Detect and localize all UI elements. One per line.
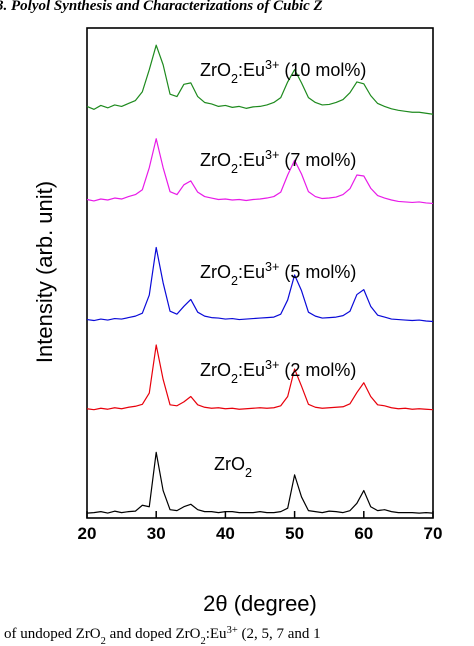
series-label: ZrO2:Eu3+ (5 mol%)	[200, 260, 356, 288]
text-part: :Eu	[238, 360, 265, 380]
text-part: (5 mol%)	[279, 262, 356, 282]
text-part: of undoped ZrO	[4, 626, 101, 642]
page-header: 3. Polyol Synthesis and Characterization…	[0, 0, 323, 14]
text-part: 2	[231, 372, 238, 386]
text-part: :Eu	[206, 626, 227, 642]
x-tick-label: 70	[424, 524, 443, 543]
text-part: ZrO	[200, 60, 231, 80]
text-part: (2 mol%)	[279, 360, 356, 380]
series-line	[86, 451, 434, 514]
text-part: (10 mol%)	[279, 60, 366, 80]
text-part: 2	[245, 466, 252, 480]
text-part: 3+	[265, 260, 279, 274]
text-part: :Eu	[238, 60, 265, 80]
x-tick-label: 40	[216, 524, 235, 543]
text-part: (7 mol%)	[279, 150, 356, 170]
text-part: 2	[231, 274, 238, 288]
x-axis-label: 2θ (degree)	[203, 591, 317, 616]
series-line	[86, 138, 434, 205]
y-axis-label: Intensity (arb. unit)	[32, 181, 57, 363]
figure-caption: of undoped ZrO2 and doped ZrO2:Eu3+ (2, …	[4, 625, 321, 646]
text-part: 2	[200, 636, 205, 646]
series-label: ZrO2:Eu3+ (10 mol%)	[200, 58, 366, 86]
text-part: 3+	[265, 358, 279, 372]
text-part: ZrO	[214, 454, 245, 474]
text-part: 3+	[265, 58, 279, 72]
text-part: (2, 5, 7 and 1	[238, 626, 321, 642]
x-tick-label: 60	[354, 524, 373, 543]
plot-frame	[86, 27, 434, 519]
text-part: :Eu	[238, 150, 265, 170]
text-part: 3+	[227, 625, 238, 636]
text-part: ZrO	[200, 150, 231, 170]
text-part: 2	[101, 636, 106, 646]
text-part: 2	[231, 72, 238, 86]
series-label: ZrO2:Eu3+ (2 mol%)	[200, 358, 356, 386]
text-part: 2	[231, 162, 238, 176]
series-label: ZrO2	[214, 454, 252, 480]
text-part: ZrO	[200, 262, 231, 282]
text-part: ZrO	[200, 360, 231, 380]
x-tick-label: 30	[147, 524, 166, 543]
series-line	[86, 344, 434, 411]
series-line	[86, 246, 434, 323]
series-label: ZrO2:Eu3+ (7 mol%)	[200, 148, 356, 176]
text-part: :Eu	[238, 262, 265, 282]
text-part: and doped ZrO	[106, 626, 201, 642]
text-part: 3+	[265, 148, 279, 162]
x-tick-label: 20	[78, 524, 97, 543]
x-tick-label: 50	[285, 524, 304, 543]
series-line	[86, 44, 434, 115]
